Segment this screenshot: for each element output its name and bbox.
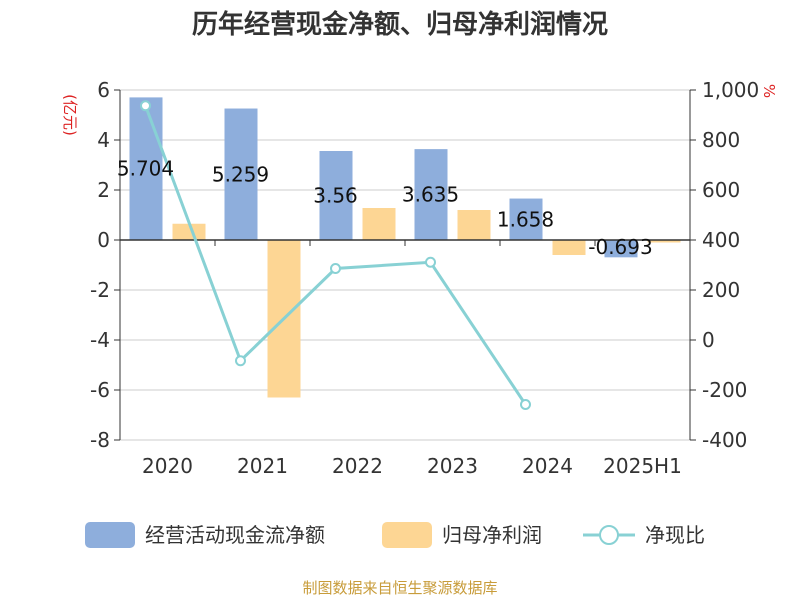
- left-axis-unit: (亿元): [61, 94, 79, 136]
- left-tick-label: 4: [97, 128, 110, 152]
- net-profit-bar: [552, 240, 586, 255]
- category-label: 2023: [427, 454, 478, 478]
- left-tick-label: -2: [90, 278, 110, 302]
- right-tick-label: 800: [702, 128, 740, 152]
- cash-flow-data-label: 3.56: [313, 184, 358, 208]
- left-tick-label: -6: [90, 378, 110, 402]
- right-tick-label: 0: [702, 328, 715, 352]
- legend-label-ratio: 净现比: [645, 523, 705, 547]
- category-label: 2024: [522, 454, 573, 478]
- cash-flow-bar: [604, 240, 638, 258]
- ratio-series-line: [144, 105, 527, 406]
- category-label: 2021: [237, 454, 288, 478]
- ratio-point: [425, 256, 436, 268]
- ratio-point: [520, 399, 531, 410]
- net-profit-bar: [457, 210, 491, 240]
- left-tick-label: -4: [90, 328, 110, 352]
- axes: 6 4 2 0 -2 -4 -6 -8 1,000 800 600 400 200 0 -200 -400 20…: [90, 78, 759, 478]
- right-tick-label: 200: [702, 278, 740, 302]
- left-tick-label: 2: [97, 178, 110, 202]
- category-label: 2025H1: [603, 454, 682, 478]
- right-tick-label: -200: [702, 378, 747, 402]
- source-note: 制图数据来自恒生聚源数据库: [302, 579, 497, 597]
- cash-flow-data-label: 1.658: [497, 207, 554, 231]
- cash-flow-bars: [129, 97, 638, 258]
- cash-flow-bar: [224, 108, 258, 241]
- data-labels: 5.704 5.259 3.56 3.635 1.658 -0.693: [117, 157, 653, 259]
- legend: 经营活动现金流净额 归母净利润 净现比: [85, 522, 705, 548]
- cash-flow-data-label: 5.704: [117, 157, 174, 181]
- left-tick-label: -8: [90, 428, 110, 452]
- right-tick-label: 400: [702, 228, 740, 252]
- legend-label-net-profit: 归母净利润: [442, 523, 542, 547]
- cash-flow-bar: [319, 151, 353, 240]
- right-tick-label: 1,000: [702, 78, 759, 102]
- ratio-point: [330, 263, 341, 274]
- right-tick-label: 600: [702, 178, 740, 202]
- legend-marker-ratio: [599, 525, 619, 545]
- left-tick-label: 0: [97, 228, 110, 252]
- ratio-point: [140, 100, 151, 112]
- net-profit-bar: [172, 223, 206, 240]
- legend-swatch-cash-flow: [85, 522, 135, 548]
- cash-flow-data-label: 3.635: [402, 183, 459, 207]
- left-tick-label: 6: [97, 78, 110, 102]
- cash-flow-bar: [129, 97, 163, 241]
- right-tick-label: -400: [702, 428, 747, 452]
- ratio-line: [140, 100, 531, 410]
- cash-flow-data-label: -0.693: [588, 235, 652, 259]
- legend-label-cash-flow: 经营活动现金流净额: [145, 523, 325, 547]
- category-label: 2020: [142, 454, 193, 478]
- cash-flow-bar: [414, 149, 448, 240]
- right-axis-unit: %: [760, 84, 778, 98]
- category-label: 2022: [332, 454, 383, 478]
- cash-flow-bar: [509, 198, 543, 240]
- net-profit-bar: [362, 208, 396, 240]
- legend-swatch-net-profit: [382, 522, 432, 548]
- chart-title: 历年经营现金净额、归母净利润情况: [192, 9, 608, 40]
- net-profit-bar: [647, 240, 681, 243]
- ratio-point: [235, 355, 246, 367]
- cash-flow-data-label: 5.259: [212, 162, 269, 186]
